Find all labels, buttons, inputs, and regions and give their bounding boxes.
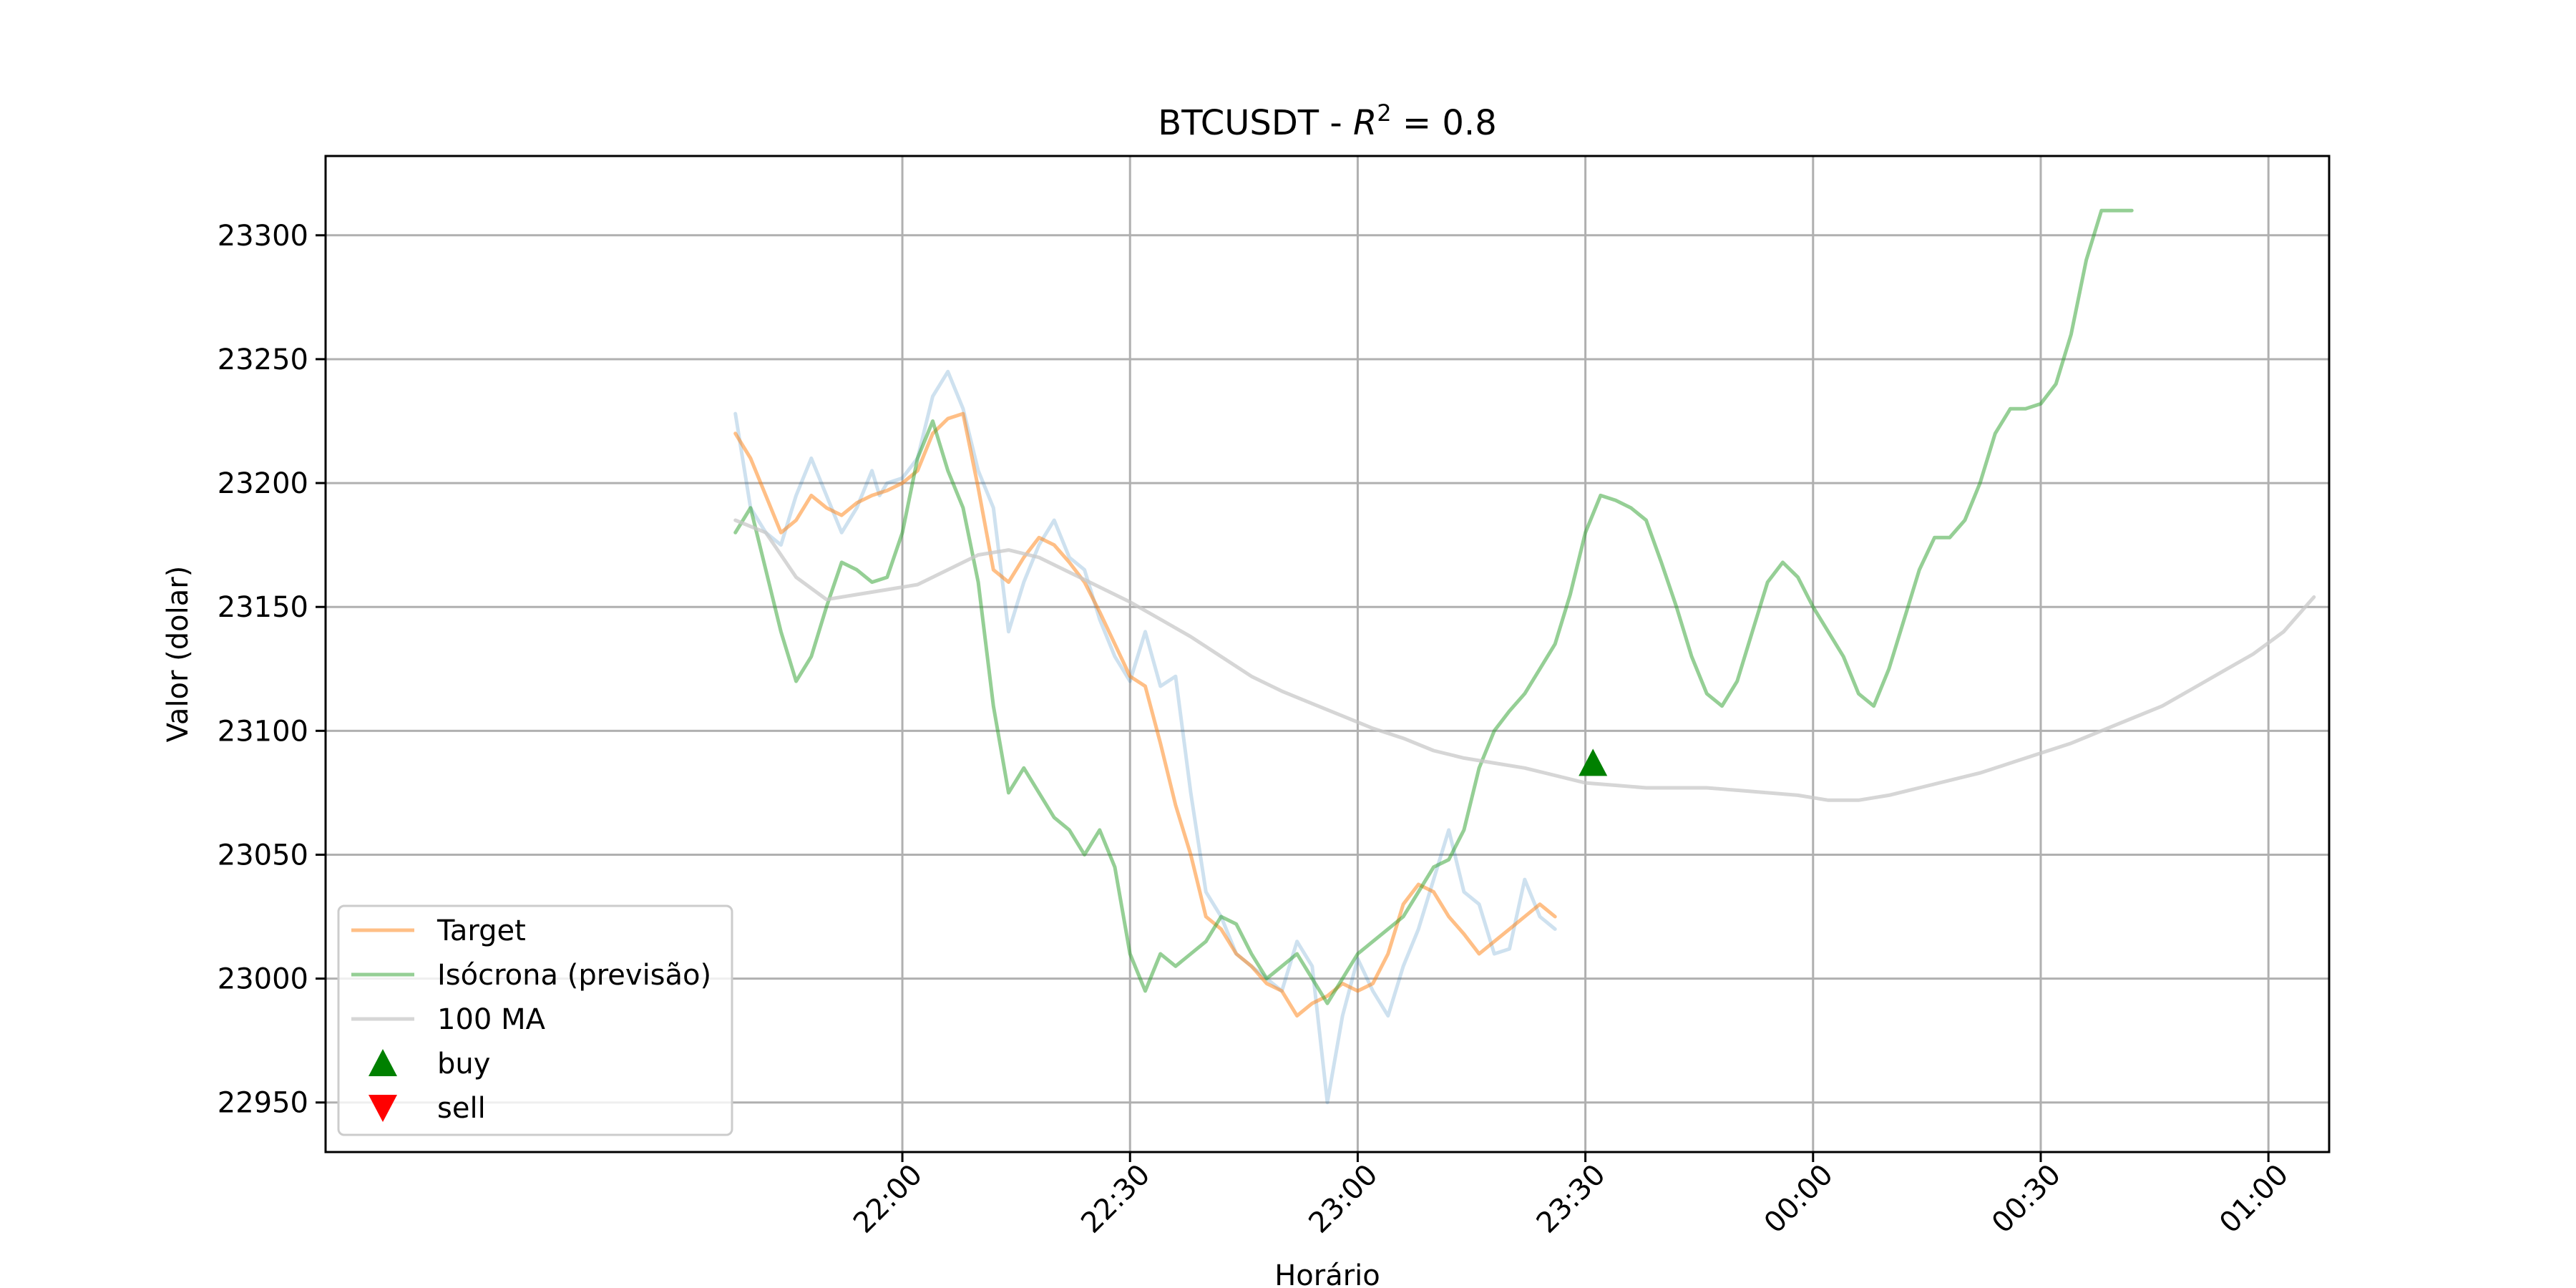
y-axis-label: Valor (dolar) [162, 566, 195, 743]
y-tick-label: 23200 [218, 467, 308, 500]
chart-title-math-symbol: R [1353, 103, 1377, 143]
y-tick-label: 23100 [218, 715, 308, 748]
chart-title-text: BTCUSDT - [1158, 103, 1353, 143]
legend-items: Target Isócrona (previsão) 100 MA buy sell [351, 914, 711, 1125]
legend-box [337, 904, 733, 1136]
legend-swatch-sell [369, 1095, 397, 1122]
marker-layer [1579, 748, 1608, 776]
series-line-price [733, 369, 1557, 1105]
legend-swatch-buy [369, 1049, 397, 1076]
y-tick-label: 23250 [218, 343, 308, 376]
y-tick-label: 23150 [218, 591, 308, 624]
chart-title-math-equals: = 0.8 [1392, 103, 1497, 143]
y-tick-label: 23000 [218, 963, 308, 996]
series-line-100-ma [733, 518, 2316, 802]
series-line-target [733, 411, 1557, 1018]
legend-label-target: Target [436, 914, 526, 947]
y-tick-label: 22950 [218, 1087, 308, 1120]
buy-marker [1579, 748, 1608, 776]
legend: Target Isócrona (previsão) 100 MA buy sell [337, 904, 733, 1136]
legend-label-sell: sell [437, 1092, 486, 1125]
chart-title: BTCUSDT - R2 = 0.8 [1158, 99, 1496, 143]
y-tick-label: 23050 [218, 839, 308, 872]
series-layer [733, 208, 2316, 1105]
chart-title-math-exponent: 2 [1377, 99, 1391, 127]
series-line-is-crona-previs-o [733, 208, 2134, 1005]
x-axis-label: Horário [1274, 1259, 1380, 1288]
legend-label-is-crona-previs-o: Isócrona (previsão) [437, 959, 711, 992]
y-tick-label: 23300 [218, 220, 308, 253]
plot-frame [324, 155, 2331, 1153]
legend-label-100-ma: 100 MA [437, 1003, 546, 1036]
legend-label-buy: buy [437, 1048, 490, 1080]
